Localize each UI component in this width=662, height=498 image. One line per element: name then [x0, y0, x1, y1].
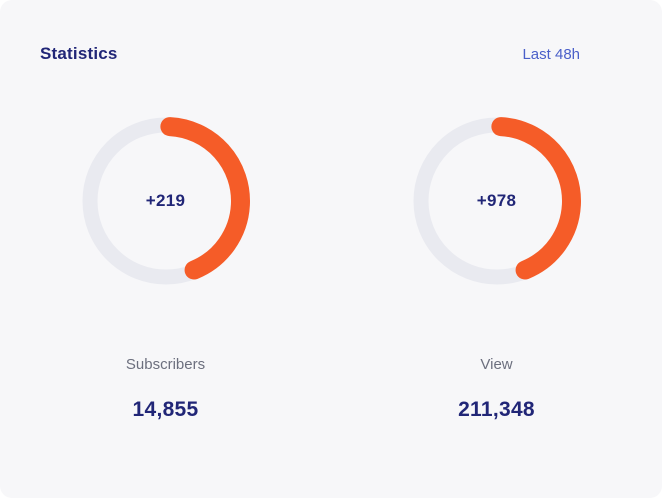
stat-column-subscribers: +219 Subscribers 14,855 — [0, 116, 331, 422]
ring-progress-arc — [81, 116, 250, 285]
stat-column-views: +978 View 211,348 — [331, 116, 662, 422]
views-delta: +978 — [476, 191, 517, 210]
donut-svg — [81, 116, 250, 285]
subscribers-label: Subscribers — [125, 356, 206, 373]
stats-columns: +219 Subscribers 14,855 +978 View 211,34… — [0, 116, 662, 422]
subscribers-delta: +219 — [145, 191, 186, 210]
subscribers-total: 14,855 — [132, 398, 199, 421]
card-title: Statistics — [40, 44, 118, 63]
views-total: 211,348 — [458, 398, 535, 421]
card-header: Statistics Last 48h — [0, 0, 662, 65]
donut-svg — [412, 116, 581, 285]
views-donut-chart: +978 — [412, 116, 582, 286]
subscribers-donut-chart: +219 — [81, 116, 251, 286]
ring-progress-arc — [412, 116, 581, 285]
views-label: View — [480, 356, 513, 373]
period-filter[interactable]: Last 48h — [522, 46, 580, 63]
